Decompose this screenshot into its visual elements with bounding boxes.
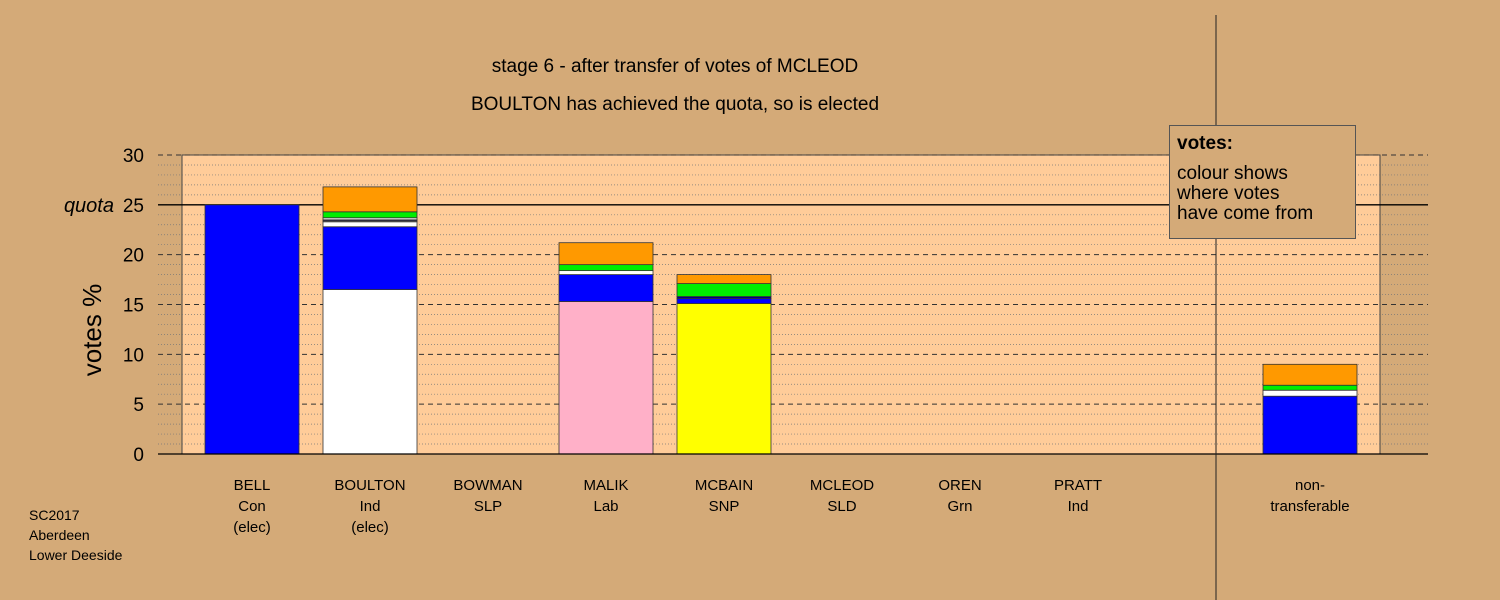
- candidate-label-bowman: SLP: [474, 498, 502, 515]
- candidate-label-bell: (elec): [233, 519, 271, 536]
- candidate-label-pratt: PRATT: [1054, 477, 1102, 494]
- bar-boulton-segment-con: [322, 226, 418, 290]
- bar-mcbain-segment-snp: [676, 303, 772, 455]
- bar-mcbain-segment-sld: [676, 274, 772, 284]
- bar-non-transferable-segment-grn: [1262, 384, 1358, 391]
- bars: [204, 186, 1358, 455]
- chart-title-line-1: stage 6 - after transfer of votes of MCL…: [492, 56, 858, 77]
- legend: votes: colour shows where votes have com…: [1169, 125, 1356, 239]
- bar-non-transferable-segment-sld: [1262, 363, 1358, 386]
- y-tick-label: 30: [123, 146, 144, 167]
- candidate-label-pratt: Ind: [1068, 498, 1089, 515]
- bar-malik-segment-ind: [558, 270, 654, 276]
- bar-bell-segment-con: [204, 204, 300, 455]
- quota-label: quota: [64, 195, 114, 217]
- bar-mcbain-segment-con: [676, 298, 772, 304]
- bar-boulton-segment-sld: [322, 186, 418, 213]
- bar-malik-segment-con: [558, 274, 654, 302]
- bar-malik-segment-grn: [558, 264, 654, 272]
- non-transferable-label: non-: [1295, 477, 1325, 494]
- legend-heading: votes:: [1177, 133, 1233, 154]
- candidate-labels: BELL Con (elec) BOULTON Ind (elec) BOWMAN SLP MA…: [233, 477, 1349, 536]
- source-note: SC2017 Aberdeen Lower Deeside: [29, 505, 122, 565]
- y-tick-label: 10: [123, 345, 144, 366]
- chart-title-line-2: BOULTON has achieved the quota, so is el…: [471, 94, 879, 115]
- axes: 0 5 10 15 20 25 30: [123, 15, 1428, 600]
- candidate-label-bell: BELL: [234, 477, 271, 494]
- bar-non-transferable-segment-con: [1262, 395, 1358, 455]
- candidate-label-malik: Lab: [593, 498, 618, 515]
- y-tick-label: 0: [133, 445, 144, 466]
- candidate-label-boulton: BOULTON: [334, 477, 405, 494]
- y-axis-label: votes %: [77, 284, 107, 377]
- bar-malik-segment-sld: [558, 242, 654, 266]
- candidate-label-mcleod: MCLEOD: [810, 477, 874, 494]
- y-tick-label: 25: [123, 196, 144, 217]
- bar-malik-segment-lab: [558, 301, 654, 455]
- bar-boulton-segment-ind: [322, 221, 418, 228]
- candidate-label-malik: MALIK: [583, 477, 628, 494]
- legend-line-3: have come from: [1177, 203, 1314, 224]
- candidate-label-boulton: (elec): [351, 519, 389, 536]
- non-transferable-label: transferable: [1270, 498, 1349, 515]
- bar-boulton-segment-ind: [322, 289, 418, 455]
- candidate-label-oren: Grn: [947, 498, 972, 515]
- candidate-label-bowman: BOWMAN: [453, 477, 522, 494]
- y-tick-label: 20: [123, 246, 144, 267]
- y-tick-label: 5: [133, 395, 144, 416]
- candidate-label-mcleod: SLD: [827, 498, 856, 515]
- candidate-label-mcbain: MCBAIN: [695, 477, 753, 494]
- candidate-label-mcbain: SNP: [709, 498, 740, 515]
- candidate-label-oren: OREN: [938, 477, 981, 494]
- legend-line-1: colour shows: [1177, 163, 1288, 184]
- bar-mcbain-segment-grn: [676, 283, 772, 297]
- legend-line-2: where votes: [1177, 183, 1280, 204]
- y-tick-label: 15: [123, 296, 144, 317]
- source-line-1: SC2017: [29, 507, 80, 523]
- bar-boulton-segment-grn: [322, 211, 418, 219]
- source-line-3: Lower Deeside: [29, 547, 123, 563]
- candidate-label-boulton: Ind: [360, 498, 381, 515]
- source-line-2: Aberdeen: [29, 527, 90, 543]
- candidate-label-bell: Con: [238, 498, 266, 515]
- bar-non-transferable-segment-ind: [1262, 389, 1358, 397]
